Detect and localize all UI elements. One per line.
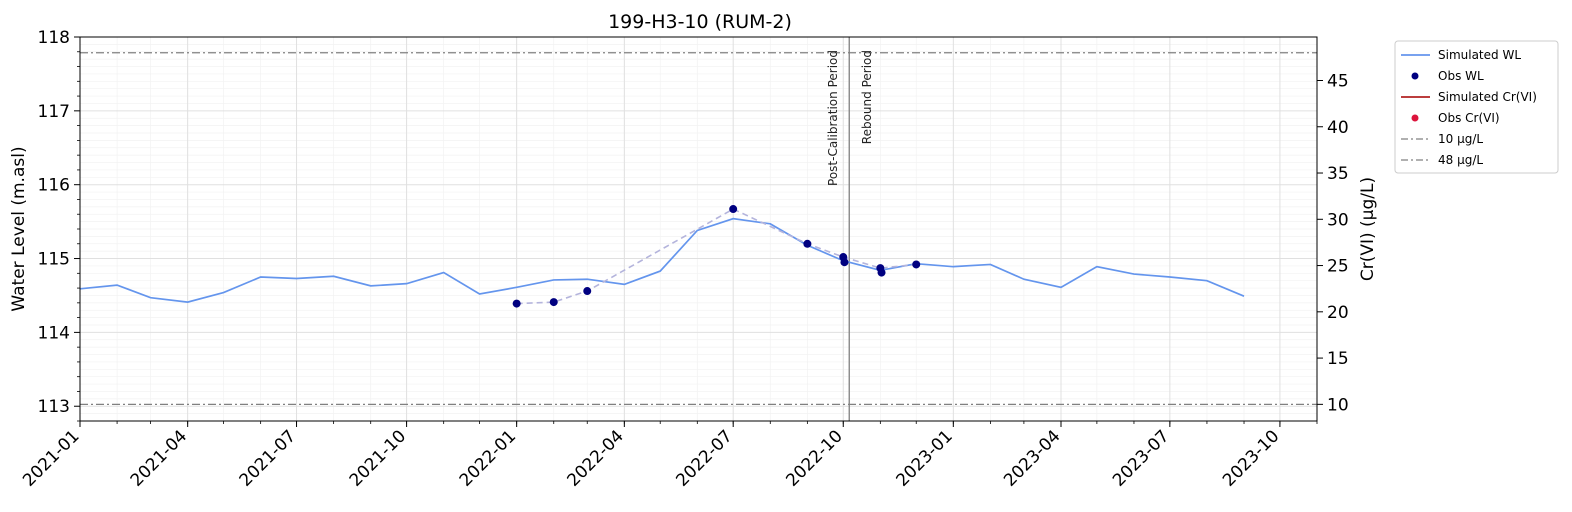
y-axis-left-title: Water Level (m.asl) — [9, 146, 29, 311]
x-tick-label: 2023-01 — [892, 426, 956, 490]
legend-label: Simulated WL — [1438, 48, 1521, 62]
x-tick-label: 2021-10 — [346, 426, 410, 490]
y-axis-left: 113 114 115 116 117 118 — [38, 28, 80, 422]
legend-frame — [1394, 40, 1559, 174]
legend-swatch-point — [1411, 114, 1419, 122]
y-right-tick-label: 40 — [1327, 118, 1349, 138]
y-right-tick-label: 35 — [1327, 164, 1349, 184]
legend: Simulated WL Obs WL Simulated Cr(VI) Obs Cr… — [1394, 40, 1559, 174]
obs-point — [912, 260, 921, 269]
y-left-tick-label: 113 — [38, 397, 70, 417]
series-line-0 — [79, 217, 1245, 303]
series-line-2 — [516, 208, 917, 305]
legend-label: 48 µg/L — [1438, 153, 1483, 167]
x-tick-label: 2021-01 — [19, 426, 83, 490]
threshold-lines — [80, 52, 1317, 405]
x-tick-label: 2022-10 — [782, 426, 846, 490]
obs-point — [583, 287, 592, 296]
y-axis-right: 10 15 20 25 30 35 40 45 — [1317, 71, 1349, 415]
chart-title: 199-H3-10 (RUM-2) — [608, 11, 792, 33]
x-tick-label: 2023-07 — [1109, 426, 1173, 490]
x-tick-label: 2022-01 — [456, 426, 520, 490]
major-grid — [79, 36, 1317, 421]
obs-point — [729, 205, 738, 214]
x-tick-label: 2023-10 — [1219, 426, 1283, 490]
legend-label: Obs WL — [1438, 69, 1484, 83]
series-layer — [79, 205, 1245, 308]
y-right-tick-label: 30 — [1327, 210, 1349, 230]
minor-grid — [79, 37, 1318, 422]
y-right-tick-label: 15 — [1327, 349, 1349, 369]
y-right-tick-label: 25 — [1327, 257, 1349, 277]
post-calibration-label: Post-Calibration Period — [826, 50, 840, 186]
legend-label: Simulated Cr(VI) — [1438, 90, 1537, 104]
x-tick-label: 2021-04 — [127, 426, 191, 490]
y-right-tick-label: 20 — [1327, 303, 1349, 323]
x-tick-label: 2023-04 — [1000, 426, 1064, 490]
period-marker: Post-Calibration Period Rebound Period — [826, 37, 874, 421]
x-tick-label: 2022-04 — [563, 426, 627, 490]
obs-point — [549, 298, 558, 307]
rebound-period-label: Rebound Period — [860, 50, 874, 144]
x-tick-label: 2021-07 — [236, 426, 300, 490]
legend-label: Obs Cr(VI) — [1438, 111, 1500, 125]
y-left-tick-label: 117 — [38, 102, 70, 122]
legend-label: 10 µg/L — [1438, 132, 1483, 146]
y-right-tick-label: 10 — [1327, 395, 1349, 415]
legend-swatch-point — [1411, 72, 1419, 80]
y-right-tick-label: 45 — [1327, 71, 1349, 91]
y-axis-right-title: Cr(VI) (µg/L) — [1358, 177, 1378, 281]
obs-point — [803, 239, 812, 248]
y-left-tick-label: 114 — [38, 323, 70, 343]
obs-point — [512, 299, 521, 308]
x-tick-label: 2022-07 — [672, 426, 736, 490]
y-left-tick-label: 118 — [38, 28, 70, 48]
y-left-tick-label: 115 — [38, 250, 70, 270]
obs-point — [877, 268, 886, 277]
obs-point — [840, 258, 849, 267]
x-axis: 2021-01 2021-04 2021-07 2021-10 2022-01 2022-… — [19, 421, 1318, 491]
y-left-tick-label: 116 — [38, 176, 70, 196]
